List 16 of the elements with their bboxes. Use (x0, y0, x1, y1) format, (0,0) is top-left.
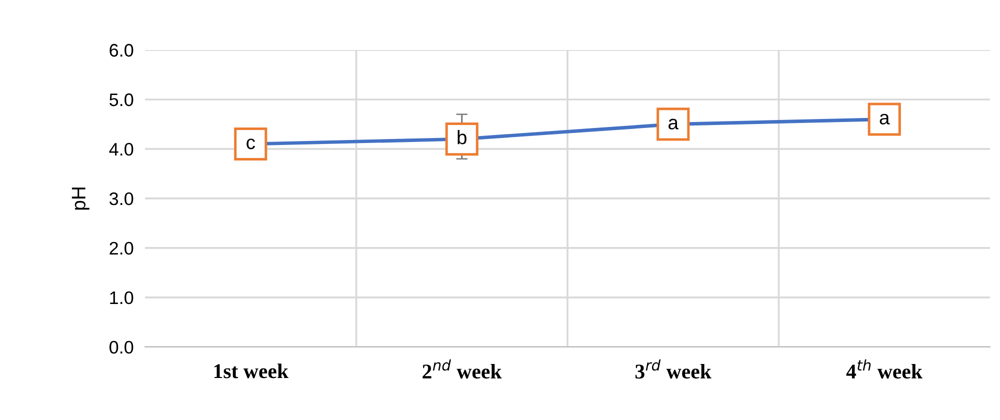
y-tick-label: 6.0 (110, 44, 134, 57)
annotation: c (246, 138, 255, 150)
y-tick-label: 0.0 (109, 340, 134, 354)
annotation: a (880, 114, 890, 124)
y-tick-label: 1.0 (110, 291, 134, 304)
annotation: b (458, 130, 466, 144)
y-tick-label: 2.0 (110, 242, 134, 255)
annotation: a (668, 118, 679, 130)
y-axis-title: pH (72, 188, 90, 210)
y-tick-label: 5.0 (110, 93, 134, 106)
y-tick-label: 4.0 (109, 142, 134, 156)
x-tick-label: 1st week (214, 364, 288, 378)
x-tick-label: 4$^{th}$ week (846, 359, 922, 379)
y-tick-label: 3.0 (109, 192, 134, 206)
x-tick-label: 3$^{rd}$ week (635, 359, 712, 379)
x-tick-label: 2$^{nd}$ week (422, 359, 502, 379)
